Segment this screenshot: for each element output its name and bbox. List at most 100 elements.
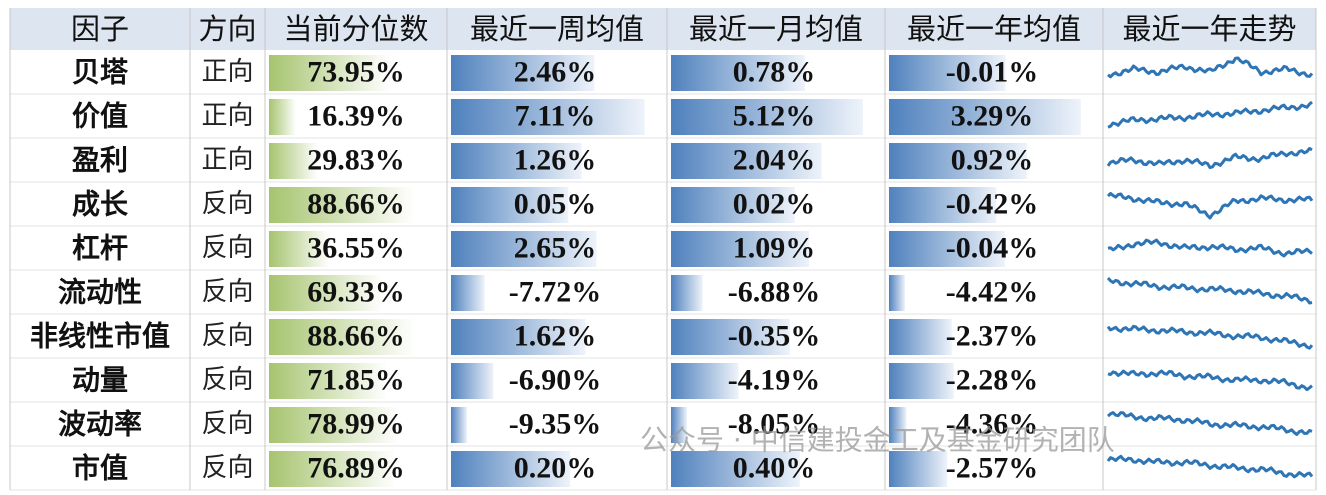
data-bar	[671, 451, 800, 487]
data-bar	[889, 55, 1006, 91]
data-bar	[269, 143, 318, 179]
value-cell: 29.83%	[307, 144, 405, 177]
factor-name: 成长	[72, 188, 128, 221]
sparkline	[1107, 56, 1314, 79]
factor-name: 盈利	[72, 144, 128, 177]
factor-name: 波动率	[58, 408, 142, 441]
sparkline	[1106, 147, 1313, 170]
value-cell: 78.99%	[307, 408, 405, 441]
column-header: 最近一年均值	[907, 12, 1081, 46]
value-cell: -9.35%	[509, 408, 602, 441]
factor-name: 市值	[72, 452, 128, 485]
value-cell: 0.92%	[951, 144, 1034, 177]
sparkline	[1106, 192, 1314, 220]
direction: 反向	[201, 277, 253, 307]
value-cell: -4.19%	[728, 364, 821, 397]
sparkline	[1107, 100, 1313, 129]
data-bar	[889, 319, 952, 355]
column-header: 最近一月均值	[689, 12, 863, 46]
factor-name: 非线性市值	[30, 320, 170, 353]
data-bar	[269, 55, 391, 91]
direction: 反向	[201, 365, 253, 395]
value-cell: -2.57%	[946, 452, 1039, 485]
value-cell: -2.28%	[946, 364, 1039, 397]
data-bar	[269, 99, 296, 135]
data-bar	[889, 451, 948, 487]
value-cell: -0.01%	[946, 56, 1039, 89]
value-cell: 36.55%	[307, 232, 405, 265]
value-cell: 16.39%	[307, 100, 405, 133]
value-cell: 69.33%	[307, 276, 405, 309]
value-cell: 0.20%	[514, 452, 597, 485]
value-cell: 5.12%	[733, 100, 816, 133]
value-cell: 1.26%	[514, 144, 597, 177]
value-cell: 2.46%	[514, 56, 597, 89]
factor-name: 流动性	[58, 276, 142, 309]
sparkline	[1106, 454, 1314, 479]
header-bg	[10, 8, 1316, 50]
value-cell: 71.85%	[307, 364, 405, 397]
data-bar	[269, 231, 330, 267]
value-cell: 1.62%	[514, 320, 597, 353]
data-bar	[671, 363, 739, 399]
value-cell: 0.40%	[733, 452, 816, 485]
data-bar	[671, 143, 822, 179]
value-cell: 73.95%	[307, 56, 405, 89]
factor-name: 动量	[72, 364, 128, 397]
data-bar	[889, 363, 954, 399]
data-bar	[889, 99, 1081, 135]
data-bar	[451, 143, 582, 179]
sparkline	[1107, 411, 1313, 436]
column-header: 最近一周均值	[470, 12, 644, 46]
data-bar	[671, 275, 703, 311]
data-bar	[671, 231, 810, 267]
value-cell: 0.78%	[733, 56, 816, 89]
data-bar	[451, 231, 597, 267]
sparkline	[1107, 369, 1313, 392]
column-header: 方向	[198, 12, 256, 46]
data-bar	[451, 363, 494, 399]
data-bar	[451, 451, 571, 487]
data-bar	[451, 187, 569, 223]
value-cell: 0.05%	[514, 188, 597, 221]
value-cell: -8.05%	[728, 408, 821, 441]
column-header: 最近一年走势	[1122, 12, 1296, 46]
value-cell: -4.42%	[946, 276, 1039, 309]
data-bar	[671, 319, 790, 355]
value-cell: 0.02%	[733, 188, 816, 221]
value-cell: 7.11%	[515, 100, 596, 133]
factor-name: 杠杆	[72, 232, 128, 265]
factor-name: 价值	[72, 100, 128, 133]
value-cell: -0.04%	[946, 232, 1039, 265]
column-header: 当前分位数	[283, 12, 428, 46]
data-bar	[269, 187, 415, 223]
direction: 反向	[201, 189, 253, 219]
data-bar	[451, 319, 586, 355]
data-bar	[889, 231, 1005, 267]
value-cell: 1.09%	[733, 232, 816, 265]
value-cell: -4.36%	[946, 408, 1039, 441]
data-bar	[671, 407, 687, 443]
value-cell: -7.72%	[509, 276, 602, 309]
column-header: 因子	[71, 12, 129, 46]
watermark: 公众号 · 中信建投金工及基金研究团队	[640, 424, 1115, 457]
direction: 正向	[201, 145, 253, 175]
data-bar	[451, 407, 467, 443]
data-bar	[451, 99, 645, 135]
value-cell: 88.66%	[307, 188, 405, 221]
data-bar	[671, 187, 795, 223]
data-bar	[269, 451, 396, 487]
value-cell: 3.29%	[951, 100, 1034, 133]
direction: 反向	[201, 409, 253, 439]
data-bar	[269, 363, 387, 399]
value-cell: -2.37%	[946, 320, 1039, 353]
value-cell: -0.42%	[946, 188, 1039, 221]
direction: 反向	[201, 233, 253, 263]
value-cell: 76.89%	[307, 452, 405, 485]
sparkline	[1107, 238, 1313, 258]
data-bar	[671, 99, 863, 135]
data-bar	[671, 55, 805, 91]
direction: 反向	[201, 321, 253, 351]
direction: 反向	[201, 453, 253, 483]
value-cell: -6.90%	[509, 364, 602, 397]
